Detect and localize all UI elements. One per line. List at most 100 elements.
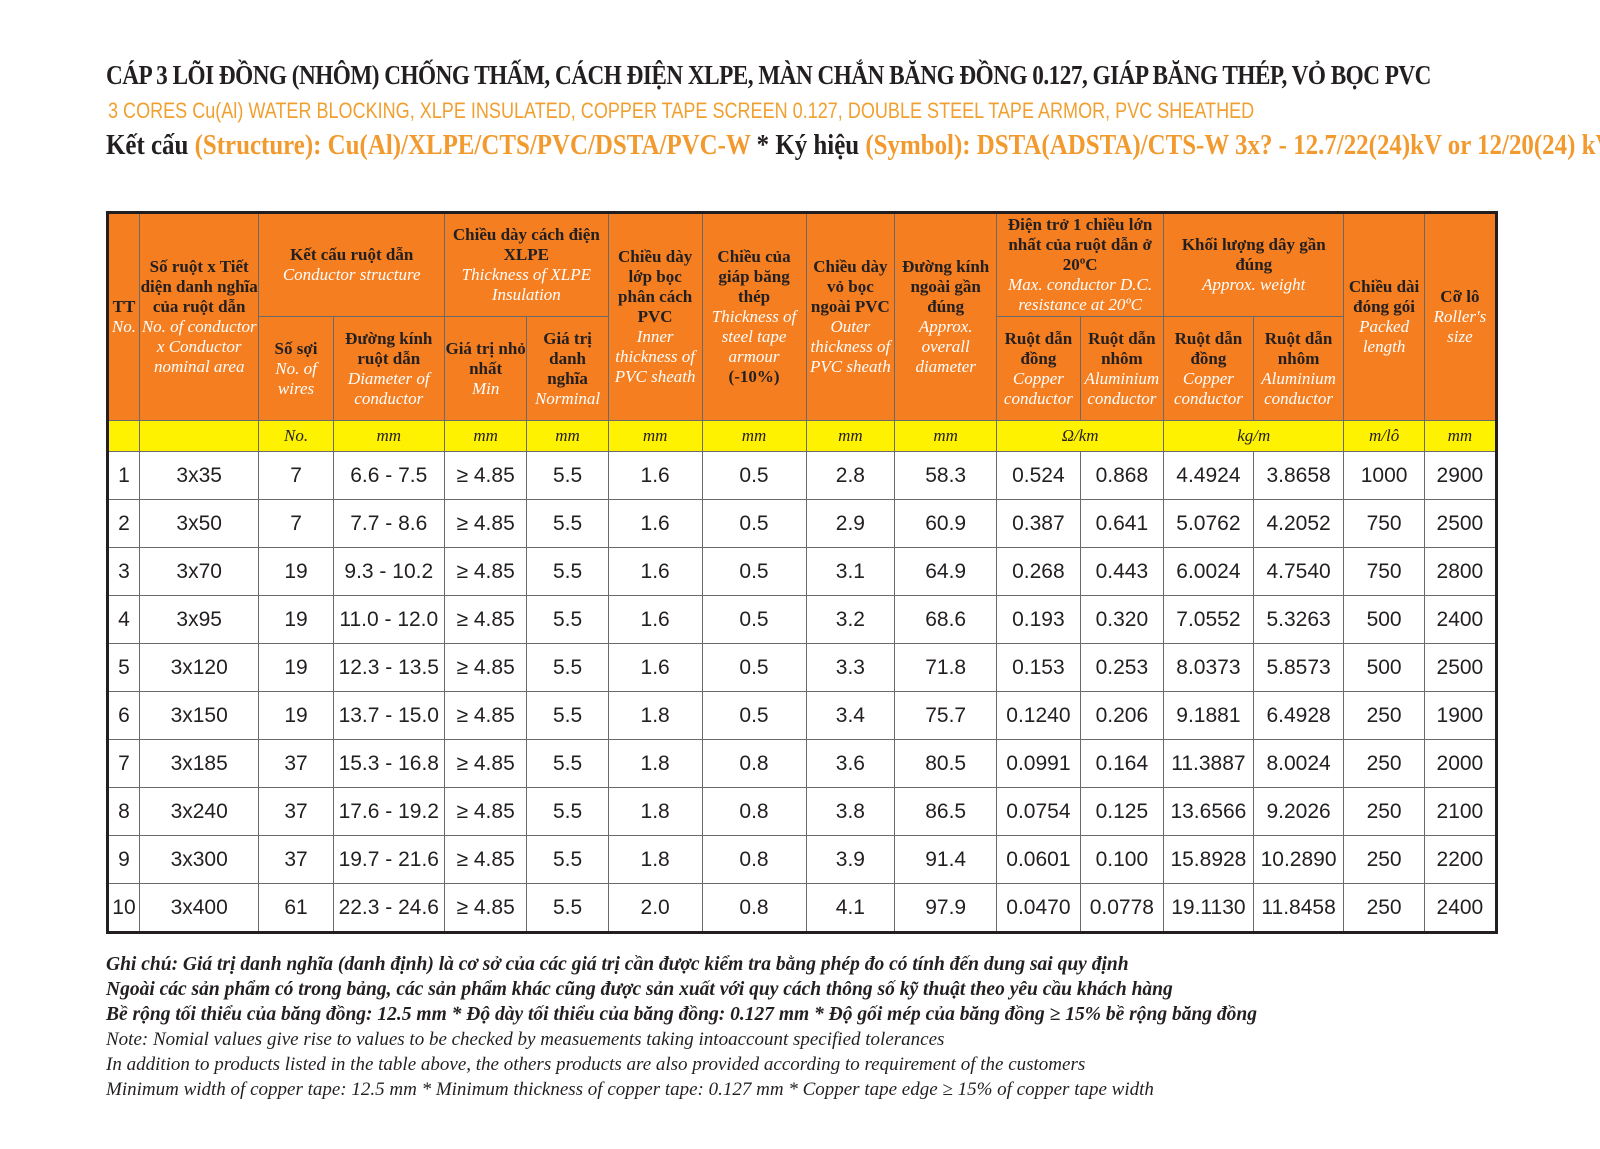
header-roller-size: Cỡ lô Roller's size <box>1423 212 1498 421</box>
table-cell: 0.153 <box>996 643 1081 692</box>
table-cell: 0.443 <box>1079 547 1165 596</box>
header-outer-pvc: Chiều dày vỏ bọc ngoài PVC Outer thicknes… <box>805 212 896 421</box>
header-wires: Số sợi No. of wires <box>258 316 334 421</box>
note-vi-3: Bề rộng tối thiểu của băng đồng: 12.5 mm… <box>106 1004 1258 1025</box>
table-cell: ≥ 4.85 <box>443 499 528 548</box>
table-cell: 500 <box>1343 595 1425 644</box>
table-cell: 0.0991 <box>996 739 1081 788</box>
table-cell: 9.3 - 10.2 <box>332 547 445 596</box>
table-cell: 5.5 <box>526 643 609 692</box>
table-cell: 19.1130 <box>1163 883 1254 933</box>
spec-table: TT No. Số ruột x Tiết diện danh nghĩa của… <box>106 211 1498 934</box>
table-cell: 7 <box>258 499 334 548</box>
unit-cell <box>138 420 260 452</box>
table-cell: 15.3 - 16.8 <box>332 739 445 788</box>
table-cell: 0.100 <box>1079 835 1165 884</box>
table-cell: 86.5 <box>894 787 998 836</box>
table-cell: 8.0373 <box>1163 643 1254 692</box>
table-cell: 3x240 <box>138 787 260 836</box>
header-xlpe-min: Giá trị nhỏ nhất Min <box>443 316 528 421</box>
table-cell: 5.5 <box>526 835 609 884</box>
table-cell: 37 <box>258 787 334 836</box>
table-cell: 22.3 - 24.6 <box>332 883 445 933</box>
table-cell: 2900 <box>1423 451 1498 500</box>
table-cell: 2100 <box>1423 787 1498 836</box>
table-cell: 0.8 <box>701 835 807 884</box>
table-cell: 2500 <box>1423 643 1498 692</box>
structure-value: (Structure): Cu(Al)/XLPE/CTS/PVC/DSTA/PV… <box>194 130 751 161</box>
note-en-2: In addition to products listed in the ta… <box>106 1054 1086 1075</box>
table-cell: 3.8 <box>805 787 896 836</box>
table-cell: 91.4 <box>894 835 998 884</box>
table-cell: 0.253 <box>1079 643 1165 692</box>
table-cell: 8 <box>107 787 140 836</box>
table-row: 8 3x240 37 17.6 - 19.2 ≥ 4.85 5.5 1.8 0.8 3.8 86.… <box>107 787 1498 836</box>
header-resistance: Điện trở 1 chiều lớn nhất của ruột dẫn ở… <box>996 212 1165 317</box>
table-cell: 5.5 <box>526 691 609 740</box>
table-cell: 750 <box>1343 547 1425 596</box>
table-cell: ≥ 4.85 <box>443 451 528 500</box>
table-cell: 19.7 - 21.6 <box>332 835 445 884</box>
table-cell: ≥ 4.85 <box>443 595 528 644</box>
table-cell: 3x185 <box>138 739 260 788</box>
table-cell: 4.7540 <box>1252 547 1345 596</box>
table-cell: 3x70 <box>138 547 260 596</box>
header-xlpe-nominal: Giá trị danh nghĩa Norminal <box>526 316 609 421</box>
table-cell: 17.6 - 19.2 <box>332 787 445 836</box>
header-res-aluminium: Ruột dẫn nhôm Aluminium conductor <box>1079 316 1165 421</box>
table-cell: 5 <box>107 643 140 692</box>
table-cell: 0.5 <box>701 643 807 692</box>
table-cell: 37 <box>258 739 334 788</box>
table-cell: 0.320 <box>1079 595 1165 644</box>
header-packed-length: Chiều dài đóng gói Packed length <box>1343 212 1425 421</box>
table-cell: 0.5 <box>701 595 807 644</box>
table-row: 4 3x95 19 11.0 - 12.0 ≥ 4.85 5.5 1.6 0.5 3.2 68.6… <box>107 595 1498 644</box>
table-cell: 5.5 <box>526 787 609 836</box>
header-conductor-structure: Kết cấu ruột dẫn Conductor structure <box>258 212 445 317</box>
table-cell: 11.8458 <box>1252 883 1345 933</box>
unit-cell: mm <box>894 420 998 452</box>
table-cell: 0.8 <box>701 883 807 933</box>
table-cell: 1900 <box>1423 691 1498 740</box>
table-cell: ≥ 4.85 <box>443 787 528 836</box>
unit-cell: mm <box>701 420 807 452</box>
table-row: 5 3x120 19 12.3 - 13.5 ≥ 4.85 5.5 1.6 0.5 3.3 71.… <box>107 643 1498 692</box>
table-cell: 4 <box>107 595 140 644</box>
table-cell: 10.2890 <box>1252 835 1345 884</box>
table-cell: 80.5 <box>894 739 998 788</box>
table-cell: 250 <box>1343 739 1425 788</box>
table-cell: 10 <box>107 883 140 933</box>
unit-cell: mm <box>607 420 703 452</box>
table-cell: 11.3887 <box>1163 739 1254 788</box>
table-cell: 250 <box>1343 883 1425 933</box>
table-cell: ≥ 4.85 <box>443 691 528 740</box>
table-cell: 64.9 <box>894 547 998 596</box>
table-cell: 2.9 <box>805 499 896 548</box>
table-cell: 19 <box>258 547 334 596</box>
table-cell: 58.3 <box>894 451 998 500</box>
table-cell: 3x400 <box>138 883 260 933</box>
table-cell: 2.0 <box>607 883 703 933</box>
table-cell: 0.5 <box>701 499 807 548</box>
table-row: 9 3x300 37 19.7 - 21.6 ≥ 4.85 5.5 1.8 0.8 3.9 91.… <box>107 835 1498 884</box>
separator: * <box>750 130 776 161</box>
table-cell: 0.206 <box>1079 691 1165 740</box>
unit-cell <box>107 420 140 452</box>
table-cell: 2200 <box>1423 835 1498 884</box>
table-cell: 6.4928 <box>1252 691 1345 740</box>
table-cell: 15.8928 <box>1163 835 1254 884</box>
table-cell: 9.1881 <box>1163 691 1254 740</box>
table-cell: 0.0470 <box>996 883 1081 933</box>
table-cell: 12.3 - 13.5 <box>332 643 445 692</box>
table-cell: 75.7 <box>894 691 998 740</box>
table-cell: 9 <box>107 835 140 884</box>
table-cell: 3x50 <box>138 499 260 548</box>
table-cell: 5.5 <box>526 499 609 548</box>
table-cell: 19 <box>258 595 334 644</box>
table-cell: ≥ 4.85 <box>443 883 528 933</box>
table-cell: 0.0754 <box>996 787 1081 836</box>
unit-cell: Ω/km <box>996 420 1165 452</box>
header-conductor-diameter: Đường kính ruột dẫn Diameter of conductor <box>332 316 445 421</box>
table-cell: 7.7 - 8.6 <box>332 499 445 548</box>
table-cell: 0.193 <box>996 595 1081 644</box>
